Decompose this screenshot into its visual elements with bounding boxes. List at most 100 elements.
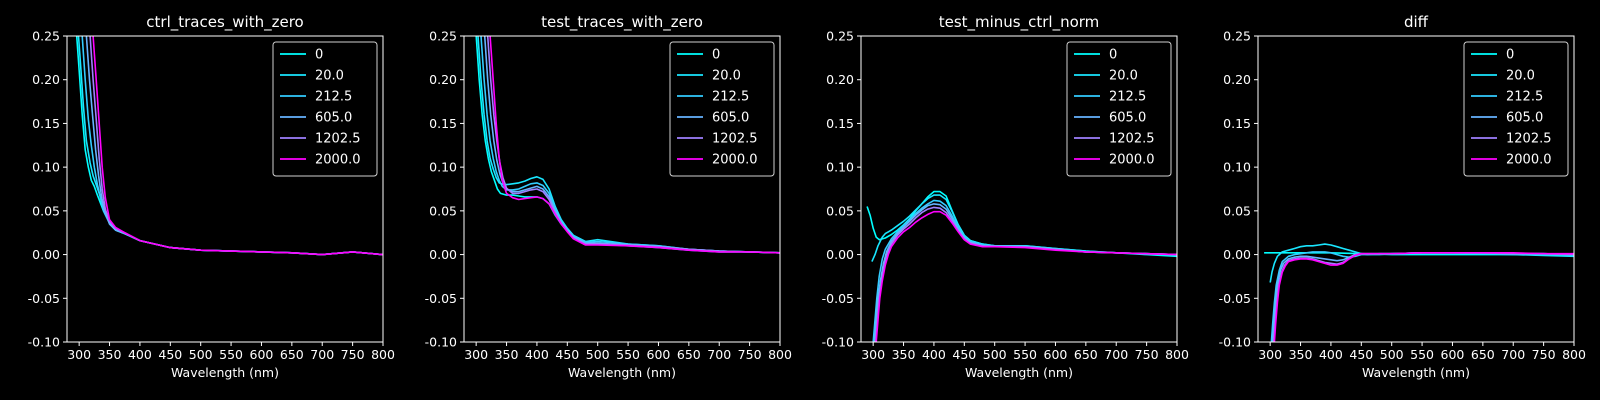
x-tick-label: 700 (310, 347, 334, 362)
x-tick-label: 400 (922, 347, 946, 362)
x-tick-label: 700 (1501, 347, 1525, 362)
x-tick-label: 550 (1410, 347, 1434, 362)
series-group (475, 36, 780, 254)
panels: ctrl_traces_with_zero 300 350 400 450 500 550 6… (28, 13, 1586, 380)
series-line-5 (1273, 252, 1574, 342)
x-tick-label: 500 (983, 347, 1007, 362)
y-tick-label: 0.05 (1223, 203, 1251, 218)
y-tick-label: 0.25 (826, 29, 854, 44)
x-tick-label: 650 (1471, 347, 1495, 362)
x-tick-label: 450 (1349, 347, 1373, 362)
x-tick-label: 450 (555, 347, 579, 362)
y-tick-label: 0.10 (32, 160, 60, 175)
x-axis-label: Wavelength (nm) (171, 365, 279, 380)
legend-entry: 0 (1506, 48, 1514, 63)
legend: 0 20.0 212.5 605.0 1202.5 2000.0 (1066, 41, 1172, 177)
y-tick-label: -0.05 (822, 291, 854, 306)
series-group (75, 36, 383, 256)
x-tick-label: 600 (250, 347, 274, 362)
y-tick-label: -0.10 (425, 335, 457, 350)
x-tick-label: 750 (1135, 347, 1159, 362)
legend-entry: 212.5 (1506, 90, 1543, 105)
legend-entry: 605.0 (315, 111, 352, 126)
x-tick-label: 650 (677, 347, 701, 362)
y-tick-label: 0.05 (32, 203, 60, 218)
y-tick-label: 0.20 (826, 72, 854, 87)
y-tick-label: 0.10 (1223, 160, 1251, 175)
y-tick-label: 0.05 (826, 203, 854, 218)
x-tick-label: 500 (189, 347, 213, 362)
legend-entry: 1202.5 (315, 132, 361, 147)
legend-entry: 20.0 (1506, 69, 1535, 84)
x-tick-label: 800 (1165, 347, 1189, 362)
x-tick-label: 300 (67, 347, 91, 362)
y-tick-label: 0.10 (429, 160, 457, 175)
x-tick-label: 700 (707, 347, 731, 362)
chart-title: test_minus_ctrl_norm (939, 13, 1100, 32)
y-tick-label: -0.10 (28, 335, 60, 350)
y-tick-label: 0.25 (32, 29, 60, 44)
y-tick-label: 0.00 (429, 247, 457, 262)
x-tick-label: 300 (464, 347, 488, 362)
y-tick-label: -0.10 (1219, 335, 1251, 350)
chart-panel-2: test_minus_ctrl_norm 300 350 400 450 500 550 60… (822, 13, 1189, 380)
chart-title: ctrl_traces_with_zero (146, 13, 303, 32)
y-tick-label: 0.20 (1223, 72, 1251, 87)
legend-entry: 2000.0 (712, 153, 758, 168)
series-group (866, 190, 1177, 342)
y-tick-label: 0.15 (826, 116, 854, 131)
legend-entry: 605.0 (712, 111, 749, 126)
y-tick-label: 0.05 (429, 203, 457, 218)
x-tick-label: 450 (158, 347, 182, 362)
x-tick-label: 400 (128, 347, 152, 362)
x-tick-label: 700 (1104, 347, 1128, 362)
legend-entry: 2000.0 (1109, 153, 1155, 168)
x-tick-label: 800 (1562, 347, 1586, 362)
series-group (1264, 243, 1574, 342)
x-tick-label: 600 (1044, 347, 1068, 362)
legend-entry: 212.5 (315, 90, 352, 105)
legend-entry: 605.0 (1109, 111, 1146, 126)
x-axis-label: Wavelength (nm) (568, 365, 676, 380)
legend-entry: 20.0 (315, 69, 344, 84)
x-tick-label: 750 (341, 347, 365, 362)
y-tick-label: 0.20 (429, 72, 457, 87)
legend-entry: 212.5 (1109, 90, 1146, 105)
x-axis-label: Wavelength (nm) (965, 365, 1073, 380)
x-tick-label: 400 (1319, 347, 1343, 362)
y-tick-label: 0.15 (32, 116, 60, 131)
y-tick-label: -0.05 (425, 291, 457, 306)
y-tick-label: -0.05 (28, 291, 60, 306)
series-line-2 (480, 36, 780, 254)
legend: 0 20.0 212.5 605.0 1202.5 2000.0 (272, 41, 378, 177)
y-tick-label: 0.15 (429, 116, 457, 131)
legend-entry: 0 (1109, 48, 1117, 63)
x-tick-label: 350 (892, 347, 916, 362)
legend-entry: 1202.5 (1506, 132, 1552, 147)
x-tick-label: 750 (1532, 347, 1556, 362)
chart-panel-3: diff 300 350 400 450 500 550 600 650 700 750 800 -0.… (1219, 13, 1586, 380)
legend-entry: 0 (712, 48, 720, 63)
series-line-5 (875, 210, 1177, 342)
x-tick-label: 550 (1013, 347, 1037, 362)
y-tick-label: -0.05 (1219, 291, 1251, 306)
series-line-5 (489, 36, 780, 254)
y-tick-label: -0.10 (822, 335, 854, 350)
x-tick-label: 500 (1380, 347, 1404, 362)
axes-frame (463, 35, 781, 343)
series-line-5 (92, 36, 383, 256)
legend: 0 20.0 212.5 605.0 1202.5 2000.0 (1463, 41, 1569, 177)
legend-entry: 20.0 (712, 69, 741, 84)
y-tick-label: 0.00 (32, 247, 60, 262)
x-tick-label: 600 (1441, 347, 1465, 362)
series-line-1 (871, 194, 1177, 262)
x-tick-label: 550 (616, 347, 640, 362)
axes-frame (860, 35, 1178, 343)
x-tick-label: 300 (1258, 347, 1282, 362)
x-tick-label: 650 (1074, 347, 1098, 362)
y-tick-label: 0.10 (826, 160, 854, 175)
chart-panel-1: test_traces_with_zero 300 350 400 450 500 550 6… (425, 13, 792, 380)
legend-entry: 1202.5 (712, 132, 758, 147)
legend-entry: 212.5 (712, 90, 749, 105)
